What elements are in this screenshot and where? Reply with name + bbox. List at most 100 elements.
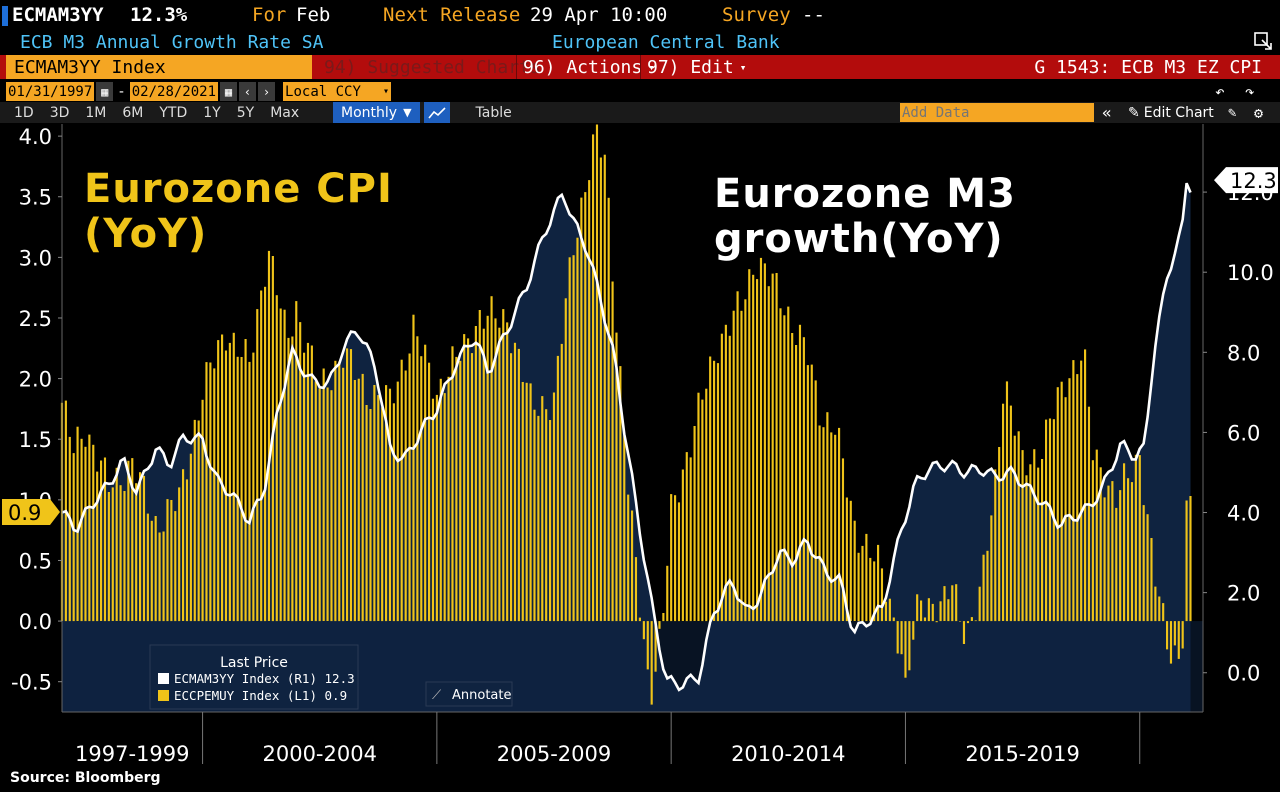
range-button-max[interactable]: Max xyxy=(270,104,300,121)
cpi-bar xyxy=(408,353,411,622)
undo-icon[interactable]: ↶ xyxy=(1215,82,1225,101)
cpi-bar xyxy=(615,332,618,622)
security-field[interactable]: ECMAM3YY Index xyxy=(6,55,312,79)
range-button-1m[interactable]: 1M xyxy=(85,104,107,121)
add-data-input[interactable] xyxy=(900,103,1094,122)
cpi-bar xyxy=(111,487,114,621)
cpi-bar xyxy=(213,368,216,622)
annotate-button[interactable]: ⟋ Annotate xyxy=(425,681,513,707)
chart-toolbar: 1D 3D 1M 6M YTD 1Y 5Y Max Monthly ▼ Table « ✎ E… xyxy=(0,102,1280,123)
cpi-bar xyxy=(1029,464,1032,622)
cpi-bar xyxy=(1072,360,1075,622)
end-date-input[interactable]: 02/28/2021 xyxy=(129,82,219,101)
cpi-bar xyxy=(205,362,208,622)
cpi-bar xyxy=(506,322,509,621)
cpi-bar xyxy=(447,376,450,622)
for-label: For xyxy=(252,4,287,26)
cpi-bar xyxy=(521,382,524,621)
cpi-bar xyxy=(510,353,513,622)
cpi-bar xyxy=(599,157,602,622)
collapse-icon[interactable]: « xyxy=(1102,103,1112,122)
cpi-bar xyxy=(1021,450,1024,622)
source-footer: Source: Bloomberg xyxy=(10,770,161,786)
cpi-bar xyxy=(763,263,766,622)
cpi-bar xyxy=(279,308,282,622)
cpi-bar xyxy=(424,344,427,622)
currency-select[interactable]: Local CCY ▾ xyxy=(283,82,392,101)
cpi-bar xyxy=(338,361,341,622)
m3-line xyxy=(61,182,1192,692)
period-label: 2015-2019 xyxy=(965,742,1079,764)
range-button-6m[interactable]: 6M xyxy=(122,104,144,121)
right-tick-label: 0.0 xyxy=(1227,662,1260,686)
annotate-button-bg xyxy=(425,681,513,707)
legend-box xyxy=(149,644,359,710)
next-period-icon[interactable]: › xyxy=(258,82,276,101)
left-tick-label: 2.5 xyxy=(19,307,52,331)
edit-dropdown-icon: ▾ xyxy=(739,60,747,74)
cpi-bar xyxy=(658,621,661,629)
cpi-bar xyxy=(716,363,720,622)
cpi-bar xyxy=(1041,459,1044,621)
cpi-bar xyxy=(685,452,688,622)
cpi-bar xyxy=(385,385,388,622)
cpi-bar xyxy=(467,338,470,622)
cpi-bar xyxy=(240,357,243,622)
period-label: 2000-2004 xyxy=(262,742,376,764)
cpi-bar xyxy=(84,446,87,622)
redo-icon[interactable]: ↷ xyxy=(1245,82,1255,101)
left-tick-label: -0.5 xyxy=(11,671,52,695)
start-date-input[interactable]: 01/31/1997 xyxy=(6,82,95,101)
end-calendar-icon[interactable]: ▦ xyxy=(220,82,238,101)
cpi-bar xyxy=(564,298,567,622)
cpi-bar xyxy=(982,554,985,622)
line-chart-icon[interactable] xyxy=(423,102,450,123)
table-button[interactable]: Table xyxy=(475,104,512,121)
cpi-bar xyxy=(1099,467,1102,621)
cpi-bar xyxy=(197,420,200,622)
cpi-bar xyxy=(791,333,794,622)
range-button-1y[interactable]: 1Y xyxy=(203,104,221,121)
cpi-bar xyxy=(342,367,345,622)
cpi-bar xyxy=(318,388,321,622)
range-button-5y[interactable]: 5Y xyxy=(236,104,255,121)
cpi-bar xyxy=(845,497,848,622)
cpi-bar xyxy=(388,388,392,621)
suggested-charts-menu[interactable]: 94) Suggested Charts xyxy=(318,55,547,79)
edit-chart-button[interactable]: ✎ Edit Chart xyxy=(1128,102,1214,123)
start-calendar-icon[interactable]: ▦ xyxy=(96,82,114,101)
cpi-bar xyxy=(103,457,107,622)
cpi-bar xyxy=(72,453,75,622)
cpi-bar xyxy=(1037,467,1040,621)
cpi-bar xyxy=(978,586,981,622)
range-button-ytd[interactable]: YTD xyxy=(159,104,188,121)
gear-icon[interactable]: ⚙ xyxy=(1254,103,1264,122)
export-icon[interactable] xyxy=(1252,30,1274,52)
cpi-bar xyxy=(966,621,970,624)
left-tick-label: 0.0 xyxy=(19,610,52,634)
actions-menu[interactable]: 96) Actions ▾ xyxy=(516,55,661,79)
cpi-bar xyxy=(537,415,540,621)
security-field-text: ECMAM3YY Index xyxy=(14,56,166,78)
cpi-bar xyxy=(677,502,681,622)
cpi-bar xyxy=(689,457,692,622)
cpi-bar xyxy=(830,432,833,622)
cpi-bar xyxy=(478,310,481,621)
frequency-dropdown-icon: ▼ xyxy=(403,106,412,119)
cpi-bar xyxy=(162,531,165,622)
cpi-bar xyxy=(693,426,696,621)
cpi-bar xyxy=(1005,381,1009,622)
prev-period-icon[interactable]: ‹ xyxy=(239,82,257,101)
cpi-bar xyxy=(1146,514,1149,622)
cpi-bar xyxy=(880,568,884,622)
cpi-bar xyxy=(775,273,778,622)
edit-chart-label: Edit Chart xyxy=(1143,104,1214,121)
edit-box-icon[interactable]: ✎ xyxy=(1228,104,1237,121)
cpi-bar xyxy=(1013,435,1016,622)
cpi-bar xyxy=(931,603,934,622)
range-button-1d[interactable]: 1D xyxy=(14,104,34,121)
edit-menu[interactable]: 97) Edit ▾ xyxy=(640,55,752,79)
frequency-select[interactable]: Monthly ▼ xyxy=(333,102,420,123)
range-button-3d[interactable]: 3D xyxy=(49,104,70,121)
cpi-bar xyxy=(623,435,626,622)
